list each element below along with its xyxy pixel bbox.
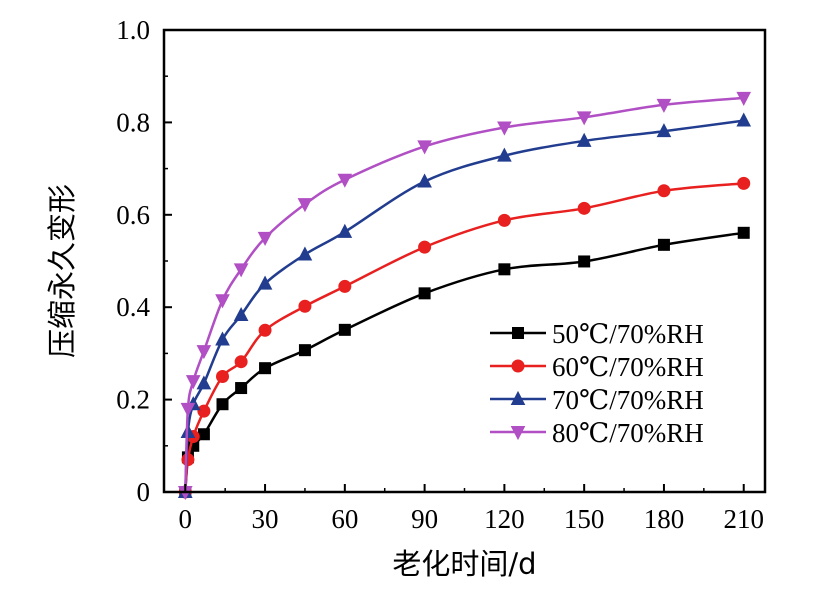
- data-point: [657, 238, 670, 251]
- y-axis-title: 压缩永久变形: [45, 184, 79, 358]
- legend-item: 50℃/70%RH: [490, 319, 704, 349]
- data-point: [498, 263, 511, 276]
- y-tick-label: 1.0: [116, 15, 150, 45]
- legend-label: 80℃/70%RH: [552, 418, 704, 448]
- data-point: [338, 323, 351, 336]
- data-point: [338, 279, 352, 293]
- data-point: [497, 147, 512, 162]
- x-axis-title: 老化时间/d: [392, 547, 536, 581]
- ticks-layer: 0 30 60 90 120 150 180 210 0 0.2 0.4 0.6 0.8 1.0: [116, 15, 764, 534]
- data-point: [576, 111, 592, 126]
- legend-marker: [510, 390, 526, 405]
- data-point: [736, 112, 752, 127]
- data-point: [196, 345, 212, 360]
- data-point: [417, 140, 432, 155]
- data-point: [216, 398, 229, 411]
- legend-marker: [511, 359, 525, 373]
- data-point: [181, 453, 195, 467]
- data-point: [233, 306, 249, 322]
- data-point: [197, 428, 210, 441]
- legend-item: 60℃/70%RH: [490, 352, 704, 382]
- x-tick-label: 120: [484, 504, 525, 534]
- data-point: [417, 173, 432, 188]
- data-point: [235, 382, 248, 395]
- data-point: [577, 201, 591, 215]
- x-tick-label: 30: [252, 504, 279, 534]
- data-point: [233, 263, 249, 278]
- data-point: [736, 91, 752, 106]
- data-point: [656, 123, 672, 138]
- legend-label: 60℃/70%RH: [552, 352, 704, 382]
- series-layer: [177, 91, 752, 501]
- y-tick-label: 0.4: [116, 292, 150, 322]
- data-point: [197, 404, 211, 418]
- data-point: [297, 198, 313, 213]
- y-tick-label: 0.2: [116, 385, 150, 415]
- data-point: [196, 375, 212, 390]
- data-point: [215, 331, 230, 346]
- legend-label: 50℃/70%RH: [552, 319, 704, 349]
- data-point: [657, 184, 671, 198]
- data-point: [418, 287, 431, 300]
- data-point: [297, 246, 313, 261]
- legend-marker: [512, 327, 524, 339]
- data-point: [298, 344, 311, 357]
- data-point: [258, 323, 272, 337]
- legend-marker: [510, 426, 526, 441]
- data-point: [337, 173, 353, 188]
- legend-item: 80℃/70%RH: [490, 418, 704, 448]
- data-point: [216, 370, 230, 383]
- data-point: [418, 240, 432, 254]
- data-point: [234, 355, 248, 369]
- data-point: [180, 402, 196, 417]
- data-point: [578, 255, 591, 268]
- x-tick-label: 60: [331, 504, 358, 534]
- data-point: [656, 98, 672, 113]
- x-tick-label: 90: [411, 504, 438, 534]
- x-tick-label: 150: [564, 504, 605, 534]
- y-tick-label: 0.6: [116, 200, 150, 230]
- legend-item: 70℃/70%RH: [490, 385, 704, 415]
- data-point: [257, 275, 273, 290]
- data-point: [337, 223, 353, 238]
- y-tick-label: 0: [137, 477, 151, 507]
- data-point: [497, 121, 512, 136]
- data-point: [576, 132, 592, 147]
- data-point: [497, 213, 511, 227]
- series-4: [177, 91, 752, 501]
- data-point: [737, 226, 750, 239]
- data-point: [185, 375, 201, 390]
- data-point: [298, 299, 312, 313]
- y-tick-label: 0.8: [116, 107, 150, 137]
- legend-label: 70℃/70%RH: [552, 385, 704, 415]
- x-tick-label: 180: [644, 504, 685, 534]
- data-point: [259, 362, 272, 375]
- data-point: [257, 231, 273, 246]
- data-point: [215, 294, 230, 309]
- x-tick-label: 0: [179, 504, 193, 534]
- x-tick-label: 210: [723, 504, 764, 534]
- data-point: [737, 176, 751, 190]
